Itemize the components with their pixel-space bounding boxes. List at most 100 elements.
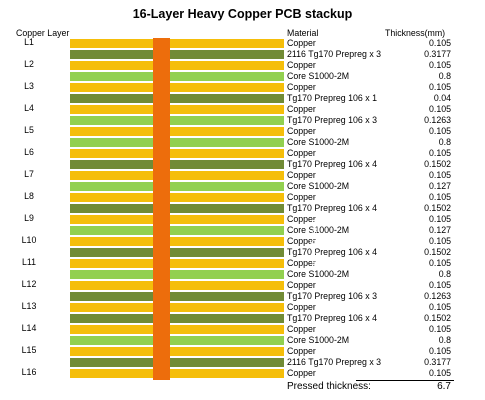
through-hole-label: through hole [310,219,320,269]
layer-material: Copper [287,38,316,48]
layer-thickness: 0.105 [428,60,451,70]
layer-thickness: 0.8 [438,269,451,279]
layer-thickness: 0.105 [428,258,451,268]
prepreg-layer-stripe [70,313,284,324]
core-layer-stripe [70,115,284,126]
layer-thickness: 0.105 [428,236,451,246]
layer-material: Core S1000-2M [287,335,350,345]
layer-material: Copper [287,82,316,92]
layer-material: Copper [287,302,316,312]
layer-material: Core S1000-2M [287,71,350,81]
layer-material: Tg170 Prepreg 106 x 4 [287,313,377,323]
material-header: Material [287,28,319,38]
copper-layer-label: L8 [24,191,34,201]
copper-layer-label: L10 [21,235,37,245]
layer-material: Copper [287,126,316,136]
layer-thickness: 0.8 [438,335,451,345]
layer-material: 2116 Tg170 Prepreg x 3 [287,357,382,367]
copper-layer-stripe [70,346,284,357]
copper-layer-label: L15 [21,345,37,355]
layer-material: Tg170 Prepreg 106 x 4 [287,203,377,213]
copper-layer-stripe [70,104,284,115]
layer-material: Copper [287,280,316,290]
copper-layer-stripe [70,302,284,313]
copper-layer-header: Copper Layer [16,28,70,38]
pressed-thickness-value: 6.7 [437,381,451,392]
layer-material: Copper [287,346,316,356]
core-layer-stripe [70,181,284,192]
copper-layer-label: L1 [24,37,34,47]
layer-material: 2116 Tg170 Prepreg x 3 [287,49,382,59]
prepreg-layer-stripe [70,49,284,60]
layer-material: Copper [287,258,316,268]
pressed-thickness-rule [356,380,454,381]
copper-layer-label: L2 [24,59,34,69]
layer-material: Tg170 Prepreg 106 x 1 [287,93,377,103]
copper-layer-label: L14 [21,323,37,333]
layer-thickness: 0.105 [428,346,451,356]
layer-material: Core S1000-2M [287,225,350,235]
prepreg-layer-stripe [70,291,284,302]
layer-material: Copper [287,148,316,158]
layer-thickness: 0.127 [428,225,451,235]
core-layer-stripe [70,269,284,280]
layer-thickness: 0.105 [428,38,451,48]
pressed-thickness-label: Pressed thickness: [287,381,371,392]
layer-thickness: 0.105 [428,192,451,202]
layer-thickness: 0.105 [428,214,451,224]
layer-thickness: 0.105 [428,302,451,312]
core-layer-stripe [70,71,284,82]
layer-material: Core S1000-2M [287,269,350,279]
copper-layer-label: L9 [24,213,34,223]
layer-material: Copper [287,60,316,70]
copper-layer-stripe [70,324,284,335]
copper-layer-label: L5 [24,125,34,135]
prepreg-layer-stripe [70,247,284,258]
layer-material: Tg170 Prepreg 106 x 3 [287,291,377,301]
copper-layer-label: L13 [21,301,37,311]
copper-layer-label: L11 [21,257,37,267]
through-hole-bar: through hole [153,38,320,380]
layer-material: Core S1000-2M [287,181,350,191]
layer-material: Copper [287,192,316,202]
copper-layer-stripe [70,368,284,379]
copper-layer-stripe [70,148,284,159]
prepreg-layer-stripe [70,357,284,368]
layer-thickness: 0.1502 [424,247,451,257]
layer-thickness: 0.3177 [424,49,451,59]
layer-material: Copper [287,170,316,180]
layer-thickness: 0.1502 [424,159,451,169]
layer-thickness: 0.1502 [424,313,451,323]
layer-thickness: 0.105 [428,324,451,334]
prepreg-layer-stripe [70,159,284,170]
layer-thickness: 0.8 [438,137,451,147]
layer-thickness: 0.127 [428,181,451,191]
copper-layer-label: L6 [24,147,34,157]
copper-layer-stripe [70,192,284,203]
layer-thickness: 0.8 [438,71,451,81]
diagram-title: 16-Layer Heavy Copper PCB stackup [132,7,353,21]
core-layer-stripe [70,335,284,346]
layer-thickness: 0.04 [433,93,451,103]
copper-layer-stripe [70,236,284,247]
layer-thickness: 0.1263 [424,291,451,301]
layer-material: Copper [287,324,316,334]
copper-layer-stripe [70,214,284,225]
copper-layer-label: L7 [24,169,34,179]
copper-layer-stripe [70,38,284,49]
layer-thickness: 0.105 [428,126,451,136]
layer-thickness: 0.3177 [424,357,451,367]
layer-material: Tg170 Prepreg 106 x 3 [287,115,377,125]
copper-layer-stripe [70,280,284,291]
copper-layer-label: L12 [21,279,37,289]
layer-material: Copper [287,368,316,378]
layer-thickness: 0.105 [428,82,451,92]
copper-layer-stripe [70,170,284,181]
layer-material: Copper [287,236,316,246]
copper-layer-label: L3 [24,81,34,91]
layer-thickness: 0.105 [428,280,451,290]
layer-material: Copper [287,214,316,224]
prepreg-layer-stripe [70,203,284,214]
layer-material: Tg170 Prepreg 106 x 4 [287,247,377,257]
layer-thickness: 0.1263 [424,115,451,125]
